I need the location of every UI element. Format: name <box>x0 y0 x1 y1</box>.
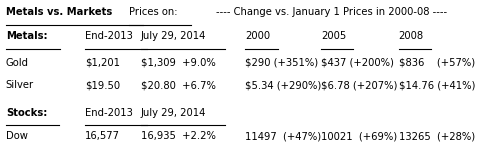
Text: 2000: 2000 <box>245 31 271 41</box>
Text: Dow: Dow <box>6 131 28 141</box>
Text: $836    (+57%): $836 (+57%) <box>399 58 475 67</box>
Text: Silver: Silver <box>6 80 34 90</box>
Text: Stocks:: Stocks: <box>6 108 47 118</box>
Text: 13265  (+28%): 13265 (+28%) <box>399 131 475 141</box>
Text: July 29, 2014: July 29, 2014 <box>141 108 207 118</box>
Text: $5.34 (+290%): $5.34 (+290%) <box>245 80 322 90</box>
Text: July 29, 2014: July 29, 2014 <box>141 31 207 41</box>
Text: Gold: Gold <box>6 58 29 67</box>
Text: 10021  (+69%): 10021 (+69%) <box>321 131 397 141</box>
Text: Metals vs. Markets: Metals vs. Markets <box>6 7 112 17</box>
Text: $1,309  +9.0%: $1,309 +9.0% <box>141 58 216 67</box>
Text: 2008: 2008 <box>399 31 424 41</box>
Text: Prices on:: Prices on: <box>129 7 177 17</box>
Text: ---- Change vs. January 1 Prices in 2000-08 ----: ---- Change vs. January 1 Prices in 2000… <box>216 7 448 17</box>
Text: 16,935  +2.2%: 16,935 +2.2% <box>141 131 216 141</box>
Text: 2005: 2005 <box>321 31 346 41</box>
Text: $14.76 (+41%): $14.76 (+41%) <box>399 80 475 90</box>
Text: $290 (+351%): $290 (+351%) <box>245 58 318 67</box>
Text: $19.50: $19.50 <box>85 80 120 90</box>
Text: $20.80  +6.7%: $20.80 +6.7% <box>141 80 216 90</box>
Text: End-2013: End-2013 <box>85 108 133 118</box>
Text: End-2013: End-2013 <box>85 31 133 41</box>
Text: $1,201: $1,201 <box>85 58 120 67</box>
Text: Metals:: Metals: <box>6 31 48 41</box>
Text: 16,577: 16,577 <box>85 131 120 141</box>
Text: 11497  (+47%): 11497 (+47%) <box>245 131 322 141</box>
Text: $6.78 (+207%): $6.78 (+207%) <box>321 80 397 90</box>
Text: $437 (+200%): $437 (+200%) <box>321 58 394 67</box>
